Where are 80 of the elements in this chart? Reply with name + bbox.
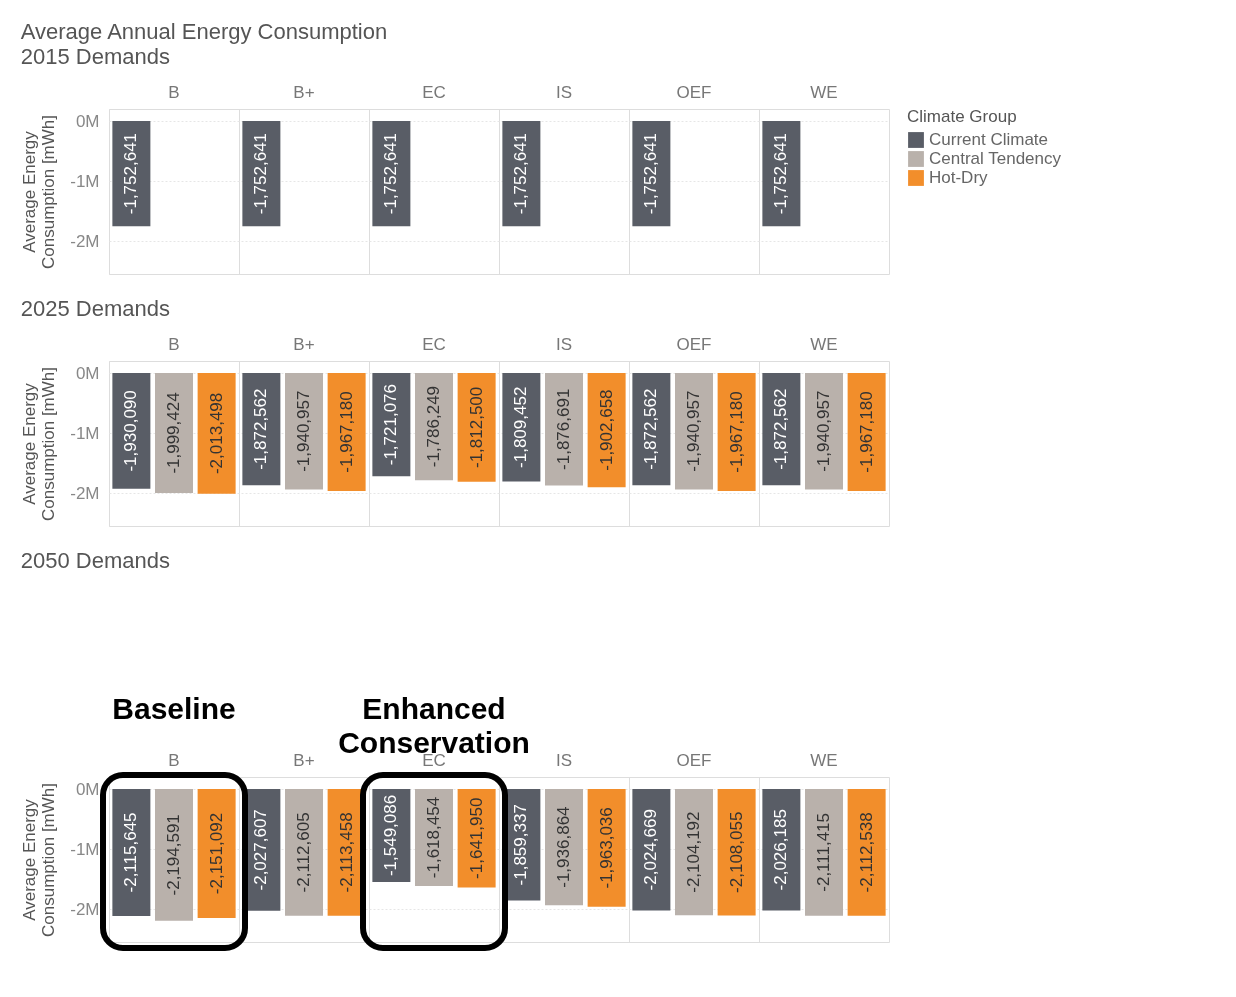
data-label: -2,013,498 (206, 392, 226, 475)
data-label: -1,549,086 (381, 794, 401, 877)
y-tick-label: 0M (75, 779, 100, 799)
x-tick-label: B (168, 750, 180, 770)
data-label: -1,872,562 (251, 388, 271, 470)
data-label: -1,872,562 (641, 388, 661, 470)
data-label: -1,786,249 (424, 385, 443, 468)
x-tick-label: WE (810, 82, 838, 102)
data-label: -2,112,605 (294, 812, 313, 893)
x-tick-label: EC (422, 82, 446, 102)
data-label: -1,752,641 (511, 132, 531, 215)
x-tick-label: B+ (293, 82, 315, 102)
data-label: -1,967,180 (856, 391, 876, 473)
data-label: -1,940,957 (814, 390, 833, 472)
legend-label: Central Tendency (929, 149, 1062, 168)
data-label: -1,809,452 (511, 386, 531, 468)
y-tick-label: 0M (75, 111, 100, 131)
data-label: -1,872,562 (771, 388, 791, 470)
chart-title: Average Annual Energy Consumption (20, 19, 388, 44)
data-label: -1,859,337 (511, 804, 531, 886)
data-label: -2,027,607 (251, 809, 271, 891)
x-tick-label: IS (555, 334, 573, 354)
y-tick-label: -2M (70, 231, 100, 251)
text: Baseline (112, 692, 236, 725)
y-tick-label: -1M (70, 171, 100, 191)
data-label: -2,104,192 (684, 811, 703, 893)
y-tick-label: -2M (70, 483, 100, 503)
y-tick-label: -1M (70, 839, 100, 859)
data-label: -2,112,538 (856, 812, 876, 893)
x-tick-label: OEF (676, 334, 712, 354)
x-tick-label: IS (555, 750, 573, 770)
data-label: -1,936,864 (554, 806, 573, 888)
x-tick-label: WE (810, 750, 838, 770)
x-tick-label: EC (422, 334, 446, 354)
legend-label: Current Climate (929, 130, 1049, 149)
data-label: -1,721,076 (381, 383, 401, 466)
data-label: -2,115,645 (121, 812, 141, 893)
data-label: -1,940,957 (294, 390, 313, 472)
legend-title: Climate Group (907, 107, 1017, 126)
x-tick-label: IS (555, 82, 573, 102)
data-label: -1,812,500 (466, 386, 486, 469)
x-tick-label: B (168, 334, 180, 354)
y-tick-label: 0M (75, 363, 100, 383)
data-label: -1,618,454 (424, 796, 443, 879)
legend-label: Hot-Dry (929, 168, 989, 187)
data-label: -1,940,957 (684, 390, 703, 472)
x-tick-label: OEF (676, 750, 712, 770)
y-axis-title: Average Energy Consumption [mWh] (20, 367, 59, 521)
data-label: -1,930,090 (121, 390, 141, 472)
y-axis-title: Average Energy Consumption [mWh] (20, 783, 59, 937)
data-label: -2,194,591 (164, 814, 183, 896)
x-tick-label: B+ (293, 750, 315, 770)
data-label: -1,967,180 (726, 391, 746, 473)
chart-subtitle: 2015 Demands (20, 44, 170, 69)
y-axis-title: Average Energy Consumption [mWh] (20, 115, 59, 269)
x-tick-label: B (168, 82, 180, 102)
chart-title: 2025 Demands (20, 296, 170, 321)
data-label: -2,026,185 (771, 809, 791, 891)
data-label: -2,111,415 (814, 812, 833, 892)
data-label: -1,641,950 (466, 797, 486, 879)
chart-title: 2050 Demands (20, 548, 170, 573)
data-label: -1,752,641 (121, 132, 141, 215)
x-tick-label: B+ (293, 334, 315, 354)
data-label: -1,752,641 (381, 132, 401, 215)
data-label: -1,999,424 (164, 392, 183, 474)
y-tick-label: -2M (70, 899, 100, 919)
data-label: -1,967,180 (336, 391, 356, 473)
data-label: -1,876,691 (554, 388, 573, 470)
x-tick-label: WE (810, 334, 838, 354)
data-label: -2,113,458 (336, 812, 356, 893)
data-label: -2,151,092 (206, 812, 226, 895)
data-label: -1,752,641 (641, 132, 661, 215)
data-label: -1,752,641 (771, 132, 791, 215)
data-label: -2,024,669 (641, 809, 661, 891)
y-tick-label: -1M (70, 423, 100, 443)
data-label: -1,963,036 (596, 807, 616, 889)
data-label: -2,108,055 (726, 811, 746, 893)
x-tick-label: OEF (676, 82, 712, 102)
data-label: -1,752,641 (251, 132, 271, 215)
data-label: -1,902,658 (596, 389, 616, 471)
